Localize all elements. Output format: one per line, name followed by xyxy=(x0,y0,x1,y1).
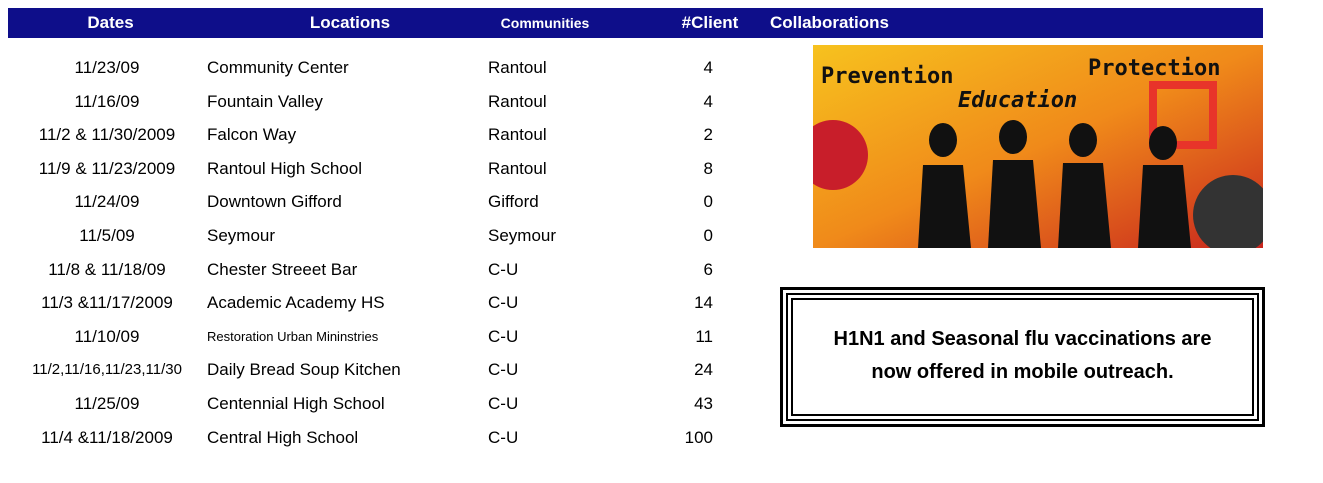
notice-box: H1N1 and Seasonal flu vaccinations are n… xyxy=(780,287,1265,427)
date-cell: 11/24/09 xyxy=(74,192,140,212)
location-cell: Daily Bread Soup Kitchen xyxy=(207,360,401,380)
date-cell: 11/25/09 xyxy=(74,394,140,413)
date-cell: 11/8 & 11/18/09 xyxy=(48,259,166,279)
location-cell: Downtown Gifford xyxy=(207,192,342,212)
date-cell: 11/2 & 11/30/2009 xyxy=(38,125,176,145)
community-cell: Gifford xyxy=(488,192,539,212)
image-word: Protection xyxy=(1088,56,1220,81)
community-cell: Rantoul xyxy=(488,58,547,77)
location-cell: Restoration Urban Mininstries xyxy=(207,328,379,344)
date-cell: 11/23/09 xyxy=(74,58,140,77)
client-cell: 0 xyxy=(703,226,713,245)
location-cell: Community Center xyxy=(207,58,349,77)
community-cell: C-U xyxy=(488,293,519,313)
community-cell: Rantoul xyxy=(488,91,547,111)
date-cell: 11/10/09 xyxy=(74,326,140,346)
community-cell: C-U xyxy=(488,259,519,279)
client-cell: 100 xyxy=(684,427,713,447)
image-word: Education xyxy=(958,88,1077,113)
location-cell: Chester Streeet Bar xyxy=(207,259,358,279)
date-cell: 11/2,11/16,11/23,11/30 xyxy=(32,361,182,379)
client-cell: 6 xyxy=(703,259,713,279)
column-header: Locations xyxy=(309,13,391,32)
community-cell: C-U xyxy=(488,427,519,447)
column-header: Dates xyxy=(87,13,134,32)
location-cell: Centennial High School xyxy=(207,394,385,413)
date-cell: 11/5/09 xyxy=(79,226,135,245)
client-cell: 43 xyxy=(694,394,713,413)
date-cell: 11/9 & 11/23/2009 xyxy=(38,158,176,178)
client-cell: 4 xyxy=(703,58,713,77)
date-cell: 11/3 &11/17/2009 xyxy=(41,293,173,313)
header-bar xyxy=(8,8,1263,38)
community-cell: Rantoul xyxy=(488,125,547,145)
location-cell: Fountain Valley xyxy=(207,91,323,111)
column-header: #Client xyxy=(681,13,739,32)
location-cell: Central High School xyxy=(207,427,359,447)
community-cell: Rantoul xyxy=(488,158,547,178)
client-cell: 8 xyxy=(703,158,713,178)
location-cell: Academic Academy HS xyxy=(207,293,385,313)
collage-image: Prevention Protection Education xyxy=(813,45,1263,248)
image-word: Prevention xyxy=(821,64,953,89)
client-cell: 0 xyxy=(703,192,713,212)
client-cell: 14 xyxy=(694,293,713,313)
client-cell: 2 xyxy=(703,125,713,145)
date-cell: 11/4 &11/18/2009 xyxy=(41,427,173,447)
location-cell: Rantoul High School xyxy=(207,158,362,178)
community-cell: C-U xyxy=(488,394,519,413)
community-cell: Seymour xyxy=(488,226,557,245)
column-header: Collaborations xyxy=(770,13,890,32)
client-cell: 24 xyxy=(694,360,713,380)
community-cell: C-U xyxy=(488,326,519,346)
column-header: Communities xyxy=(500,15,590,31)
notice-text: H1N1 and Seasonal flu vaccinations are n… xyxy=(791,298,1254,416)
location-cell: Falcon Way xyxy=(207,125,297,145)
client-cell: 11 xyxy=(695,326,713,346)
date-cell: 11/16/09 xyxy=(74,91,140,111)
client-cell: 4 xyxy=(703,91,713,111)
location-cell: Seymour xyxy=(207,226,276,245)
community-cell: C-U xyxy=(488,360,519,380)
